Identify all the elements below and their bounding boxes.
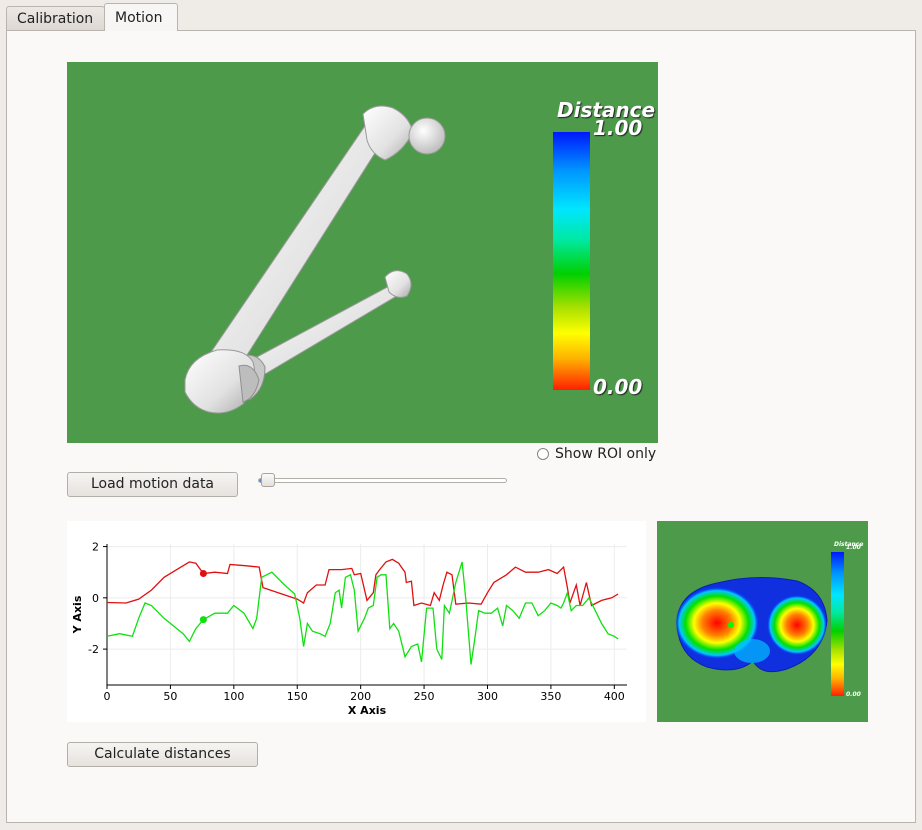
tab-motion[interactable]: Motion bbox=[104, 3, 178, 31]
bone-model bbox=[184, 105, 446, 414]
small-legend-min: 0.00 bbox=[846, 691, 861, 698]
legend-max-label: 1.00 bbox=[593, 116, 643, 140]
frame-slider-handle[interactable] bbox=[260, 473, 275, 487]
distance-line-chart[interactable]: 0 50 100 150 200 250 300 350 400 -2 0 2 X Axis Y Axis bbox=[67, 521, 646, 722]
y-tick-label: 0 bbox=[92, 592, 99, 605]
y-tick-label: -2 bbox=[88, 643, 99, 656]
contact-surface bbox=[675, 576, 828, 673]
y-tick-label: 2 bbox=[92, 541, 99, 554]
bone-3d-view[interactable]: Distance 1.00 0.00 bbox=[67, 62, 658, 443]
frame-slider-track[interactable] bbox=[258, 478, 507, 483]
show-roi-toggle[interactable]: Show ROI only bbox=[537, 445, 656, 463]
x-tick-label: 300 bbox=[477, 690, 498, 703]
chart-canvas: 0 50 100 150 200 250 300 350 400 -2 0 2 X Axis Y Axis bbox=[71, 541, 627, 717]
legend-min-label: 0.00 bbox=[593, 375, 643, 399]
x-tick-label: 350 bbox=[540, 690, 561, 703]
x-tick-label: 200 bbox=[350, 690, 371, 703]
small-legend-max: 1.00 bbox=[846, 544, 861, 551]
distance-color-bar bbox=[553, 132, 590, 390]
load-motion-data-button[interactable]: Load motion data bbox=[67, 472, 238, 497]
y-axis-label: Y Axis bbox=[71, 595, 84, 634]
small-legend-title: Distance bbox=[834, 541, 864, 548]
series-marker-1 bbox=[199, 616, 207, 624]
x-axis-label: X Axis bbox=[348, 704, 387, 717]
x-tick-label: 100 bbox=[223, 690, 244, 703]
small-color-bar bbox=[831, 552, 844, 696]
tab-bar: Calibration Motion bbox=[0, 0, 922, 31]
x-tick-label: 150 bbox=[287, 690, 308, 703]
show-roi-label: Show ROI only bbox=[555, 446, 657, 462]
radio-icon[interactable] bbox=[537, 448, 549, 460]
tab-calibration[interactable]: Calibration bbox=[6, 6, 105, 30]
series-line-1 bbox=[106, 561, 619, 665]
calculate-distances-button[interactable]: Calculate distances bbox=[67, 742, 258, 767]
series-line-0 bbox=[106, 558, 619, 607]
x-tick-label: 250 bbox=[414, 690, 435, 703]
distance-legend-title: Distance bbox=[557, 98, 656, 122]
x-tick-label: 50 bbox=[163, 690, 177, 703]
x-tick-label: 0 bbox=[104, 690, 111, 703]
series-marker-0 bbox=[199, 569, 207, 577]
contact-map-view[interactable]: Distance 1.00 0.00 bbox=[657, 521, 868, 722]
x-tick-label: 400 bbox=[604, 690, 625, 703]
